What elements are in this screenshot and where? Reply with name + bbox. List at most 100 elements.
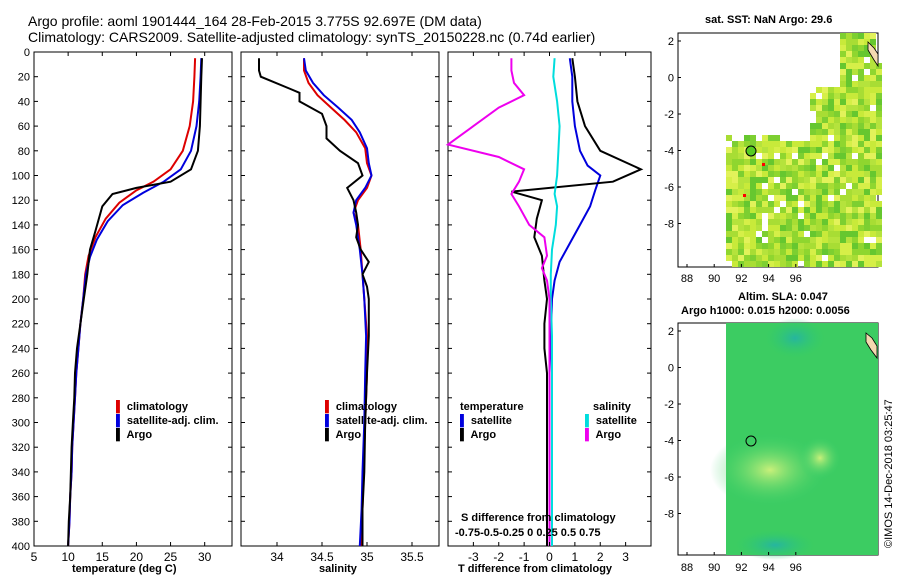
sst-cell <box>762 153 768 159</box>
sst-cell <box>840 213 846 219</box>
sst-cell <box>768 207 774 213</box>
legend-t-sat: satellite <box>470 415 512 427</box>
sst-cell <box>756 189 762 195</box>
sst-cell <box>804 177 810 183</box>
sst-cell <box>858 171 864 177</box>
sst-coast-shape <box>867 41 879 68</box>
sst-cell <box>876 237 882 243</box>
sst-cell <box>744 141 750 147</box>
sst-cell <box>846 207 852 213</box>
sst-cell <box>744 135 750 141</box>
sst-cell <box>810 153 816 159</box>
sst-cell <box>738 165 744 171</box>
sst-cell <box>870 189 876 195</box>
sst-cell <box>858 39 864 45</box>
sst-cell <box>834 243 840 249</box>
sst-cell <box>726 207 732 213</box>
sst-cell <box>834 207 840 213</box>
sst-cell <box>828 153 834 159</box>
sst-cell <box>822 87 828 93</box>
sla-xlabel-4: 96 <box>790 562 802 574</box>
sst-cell <box>744 165 750 171</box>
sst-cell <box>738 201 744 207</box>
sst-cell <box>864 207 870 213</box>
difference-legend-t: temperature ▌ satellite ▌ Argo <box>460 401 524 441</box>
sst-cell <box>840 75 846 81</box>
sst-cell <box>786 225 792 231</box>
sst-cell <box>768 201 774 207</box>
sst-cell <box>834 213 840 219</box>
sst-cell <box>786 141 792 147</box>
sst-cell <box>762 231 768 237</box>
sst-cell <box>816 207 822 213</box>
sst-cell <box>810 123 816 129</box>
sst-cell <box>828 129 834 135</box>
sst-cell <box>852 225 858 231</box>
sst-cell <box>852 231 858 237</box>
sst-cell <box>726 189 732 195</box>
sst-cell <box>870 63 876 69</box>
sst-cell <box>858 117 864 123</box>
sst-cell <box>774 213 780 219</box>
sst-cell <box>822 141 828 147</box>
sst-cell <box>876 255 882 261</box>
sst-cell <box>744 249 750 255</box>
sst-cell <box>738 219 744 225</box>
sst-cell <box>780 183 786 189</box>
sst-cell <box>846 165 852 171</box>
sst-cell <box>804 255 810 261</box>
depth-label-11: 220 <box>12 319 30 331</box>
sst-cell <box>792 207 798 213</box>
sst-cell <box>804 171 810 177</box>
sst-cell <box>870 93 876 99</box>
sst-cell <box>768 225 774 231</box>
sst-cell <box>726 153 732 159</box>
sst-cell <box>816 135 822 141</box>
sst-cell <box>816 129 822 135</box>
sst-cell <box>840 45 846 51</box>
sst-cell <box>810 183 816 189</box>
sst-cell <box>852 165 858 171</box>
sst-cell <box>864 171 870 177</box>
sst-cell <box>750 165 756 171</box>
sst-cell <box>744 237 750 243</box>
salinity-xlabel: salinity <box>319 563 357 575</box>
sst-cell <box>732 213 738 219</box>
sst-cell <box>864 261 870 267</box>
sla-ylabel-2: -2 <box>664 399 674 411</box>
sst-cell <box>846 219 852 225</box>
sst-cell <box>840 87 846 93</box>
sst-cell <box>870 87 876 93</box>
sst-cell <box>780 243 786 249</box>
sst-cell <box>864 195 870 201</box>
sst-cell <box>732 183 738 189</box>
sst-cell <box>786 189 792 195</box>
sst-cell <box>876 81 882 87</box>
depth-label-14: 280 <box>12 393 30 405</box>
sst-cell <box>804 195 810 201</box>
sst-cell <box>828 243 834 249</box>
sst-cell <box>846 171 852 177</box>
sst-cell <box>840 207 846 213</box>
sst-cell <box>840 243 846 249</box>
sst-cell <box>804 153 810 159</box>
sst-cell <box>738 153 744 159</box>
sst-cell <box>876 171 882 177</box>
sst-cell <box>780 219 786 225</box>
sst-cell <box>744 153 750 159</box>
sst-cell <box>738 189 744 195</box>
sst-cell <box>834 237 840 243</box>
sst-cell <box>738 171 744 177</box>
sst-cell <box>822 129 828 135</box>
sst-cell <box>732 147 738 153</box>
sst-cell <box>738 249 744 255</box>
sst-cell <box>786 147 792 153</box>
sst-cell <box>864 117 870 123</box>
sst-cell <box>738 195 744 201</box>
sst-cell <box>768 189 774 195</box>
sst-cell <box>774 135 780 141</box>
sst-cell <box>852 189 858 195</box>
sst-cell <box>858 45 864 51</box>
sst-cell <box>816 111 822 117</box>
sst-map <box>677 32 882 268</box>
